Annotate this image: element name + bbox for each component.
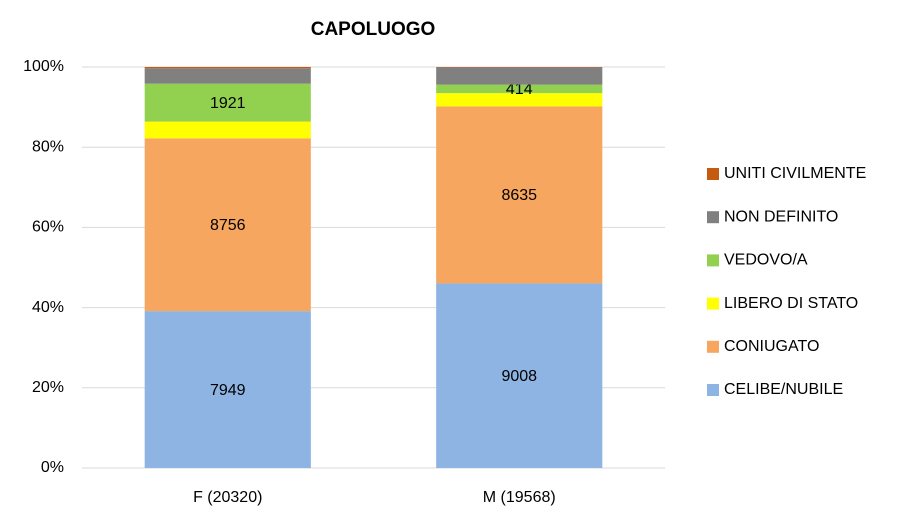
y-tick-label: 0%	[41, 459, 64, 476]
legend-label: VEDOVO/A	[724, 252, 808, 269]
legend-label: CELIBE/NUBILE	[724, 381, 843, 398]
bar-segment	[145, 68, 311, 83]
legend-label: LIBERO DI STATO	[724, 295, 858, 312]
data-label: 1921	[210, 95, 246, 112]
x-tick-label: F (20320)	[193, 489, 262, 506]
legend-swatch	[707, 168, 719, 180]
legend-label: NON DEFINITO	[724, 208, 838, 225]
y-tick-label: 80%	[32, 138, 64, 155]
legend-swatch	[707, 341, 719, 353]
data-label: 8635	[501, 187, 537, 204]
legend-label: UNITI CIVILMENTE	[724, 165, 866, 182]
data-label: 9008	[501, 368, 537, 385]
y-tick-label: 20%	[32, 379, 64, 396]
bar-segment	[436, 67, 602, 84]
data-label: 8756	[210, 217, 246, 234]
chart-title: CAPOLUOGO	[311, 19, 436, 40]
legend-swatch	[707, 298, 719, 310]
y-tick-label: 100%	[23, 58, 64, 75]
legend-swatch	[707, 384, 719, 396]
bar-segment	[145, 122, 311, 139]
legend-label: CONIUGATO	[724, 338, 819, 355]
y-tick-label: 40%	[32, 299, 64, 316]
y-tick-label: 60%	[32, 219, 64, 236]
legend-swatch	[707, 211, 719, 223]
legend-swatch	[707, 254, 719, 266]
x-tick-label: M (19568)	[483, 489, 556, 506]
bar-segment	[145, 67, 311, 68]
data-label: 7949	[210, 382, 246, 399]
